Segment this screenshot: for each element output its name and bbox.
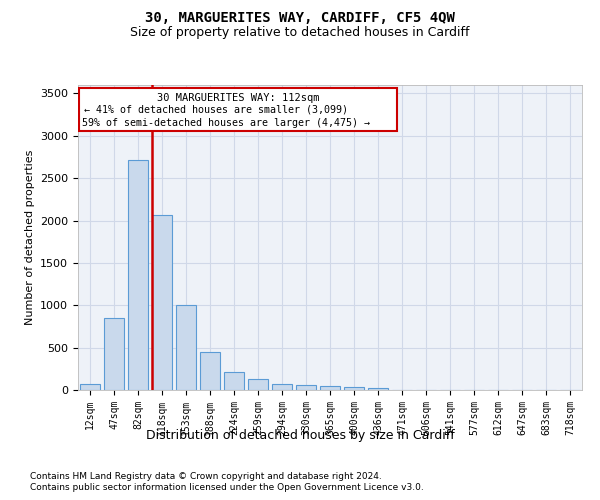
Text: Distribution of detached houses by size in Cardiff: Distribution of detached houses by size … bbox=[146, 430, 454, 442]
Bar bbox=[368, 388, 388, 390]
Text: 59% of semi-detached houses are larger (4,475) →: 59% of semi-detached houses are larger (… bbox=[82, 118, 370, 128]
Bar bbox=[80, 384, 100, 390]
Bar bbox=[248, 378, 268, 390]
Bar bbox=[176, 306, 196, 390]
Bar bbox=[128, 160, 148, 390]
Bar bbox=[272, 384, 292, 390]
Y-axis label: Number of detached properties: Number of detached properties bbox=[25, 150, 35, 325]
Bar bbox=[296, 386, 316, 390]
Bar bbox=[320, 386, 340, 390]
Text: Size of property relative to detached houses in Cardiff: Size of property relative to detached ho… bbox=[130, 26, 470, 39]
FancyBboxPatch shape bbox=[79, 88, 397, 130]
Text: Contains HM Land Registry data © Crown copyright and database right 2024.: Contains HM Land Registry data © Crown c… bbox=[30, 472, 382, 481]
Text: 30, MARGUERITES WAY, CARDIFF, CF5 4QW: 30, MARGUERITES WAY, CARDIFF, CF5 4QW bbox=[145, 11, 455, 25]
Text: 30 MARGUERITES WAY: 112sqm: 30 MARGUERITES WAY: 112sqm bbox=[157, 92, 319, 102]
Bar bbox=[152, 216, 172, 390]
Bar bbox=[104, 318, 124, 390]
Bar bbox=[200, 352, 220, 390]
Text: ← 41% of detached houses are smaller (3,099): ← 41% of detached houses are smaller (3,… bbox=[84, 104, 348, 114]
Bar bbox=[224, 372, 244, 390]
Bar bbox=[344, 388, 364, 390]
Text: Contains public sector information licensed under the Open Government Licence v3: Contains public sector information licen… bbox=[30, 484, 424, 492]
